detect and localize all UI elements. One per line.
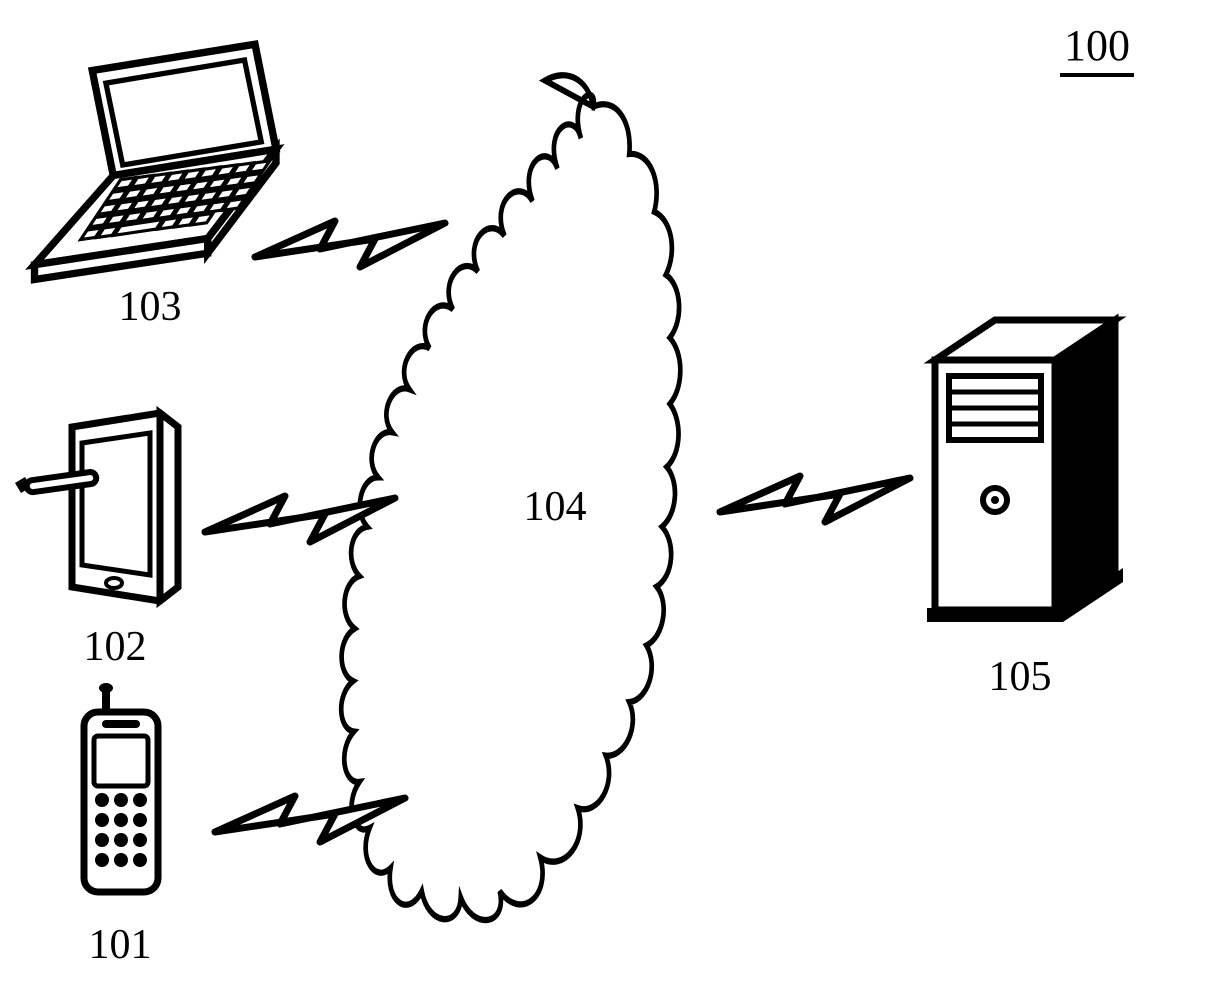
- mobile-phone-icon: [84, 683, 158, 892]
- wireless-bolt-icon: [720, 476, 910, 522]
- tablet-label: 102: [84, 624, 147, 670]
- phone-label: 101: [89, 922, 152, 968]
- server-label: 105: [989, 654, 1052, 700]
- cloud-label: 104: [524, 484, 587, 530]
- tablet-icon: [15, 413, 178, 601]
- diagram-stage: 100: [0, 0, 1205, 989]
- wireless-bolt-icon: [255, 221, 445, 267]
- server-tower-icon: [927, 320, 1123, 622]
- laptop-label: 103: [119, 284, 182, 330]
- laptop-icon: [35, 44, 277, 279]
- diagram-svg: 101 102 103 104 105: [0, 0, 1205, 989]
